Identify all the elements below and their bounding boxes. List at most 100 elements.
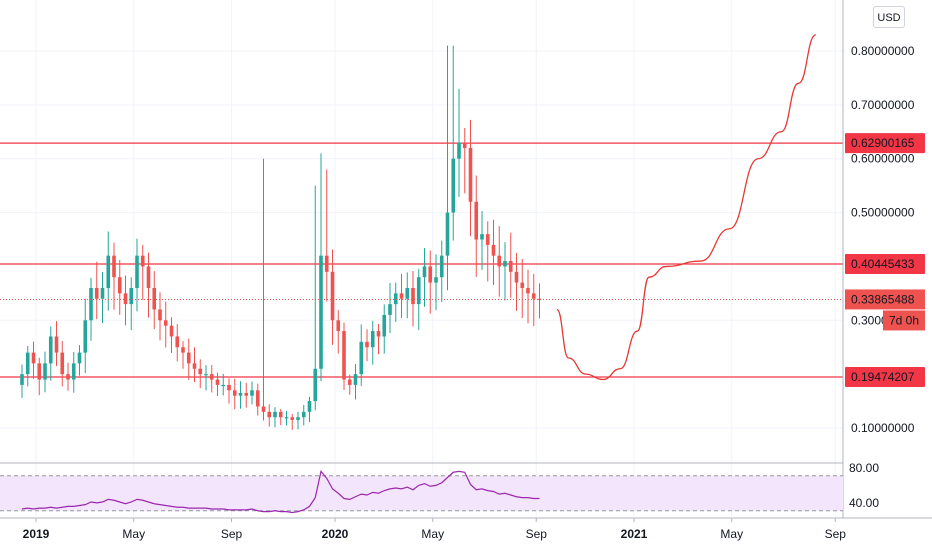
candle-body <box>48 336 53 364</box>
candle <box>112 242 116 310</box>
candle <box>537 283 542 319</box>
candle <box>422 248 427 307</box>
candle <box>117 259 122 315</box>
candle <box>48 326 53 381</box>
rsi-tick-label: 40.00 <box>849 496 879 510</box>
candle <box>428 250 433 314</box>
candle <box>290 414 295 430</box>
candle-body <box>89 287 93 321</box>
candle <box>330 249 335 345</box>
candle <box>261 158 266 421</box>
candle <box>411 270 415 327</box>
candle <box>66 362 70 391</box>
candle <box>301 404 306 426</box>
candle <box>267 404 272 427</box>
candle-body <box>319 255 323 369</box>
projection-curve <box>556 34 817 381</box>
candle-body <box>301 411 306 418</box>
candle-body <box>31 352 36 364</box>
candle-body <box>112 255 116 278</box>
candle <box>106 231 111 311</box>
candle <box>474 175 479 277</box>
candle <box>439 240 444 303</box>
candle-body <box>296 417 300 420</box>
time-tick-label: May <box>421 527 444 541</box>
candle-body <box>537 298 542 300</box>
grid-lines <box>0 0 843 517</box>
candle <box>94 261 99 320</box>
candle-body <box>255 390 260 407</box>
level-badge-label: 0.62900165 <box>851 136 915 150</box>
level-badge-bg <box>845 254 925 275</box>
candle-body <box>117 277 122 294</box>
candle-body <box>508 261 513 272</box>
price-tick-label: 0.80000000 <box>851 44 915 58</box>
current-price-label: 0.33865488 <box>851 292 915 306</box>
currency-button[interactable]: USD <box>873 6 905 28</box>
candle-body <box>20 374 24 385</box>
candle-body <box>376 331 381 337</box>
candle-body <box>158 309 162 321</box>
candle-body <box>347 379 352 385</box>
candle <box>520 258 525 319</box>
level-price-badge: 0.40445433 <box>845 254 925 275</box>
candle-body <box>468 147 473 202</box>
candle <box>462 127 467 194</box>
candle <box>77 345 82 376</box>
candle-body <box>434 277 438 283</box>
countdown-label: 7d 0h <box>889 313 919 327</box>
candle-body <box>370 331 375 348</box>
candle-body <box>324 255 329 272</box>
candle-body <box>37 363 42 380</box>
candle-body <box>439 255 444 278</box>
candle-body <box>209 374 214 380</box>
current-price-bg <box>845 289 925 310</box>
price-tick-label: 0.60000000 <box>851 152 915 166</box>
level-badge-label: 0.40445433 <box>851 257 915 271</box>
rsi-tick-label: 80.00 <box>849 461 879 475</box>
candle <box>71 351 76 393</box>
candle-body <box>54 336 59 353</box>
candle-body <box>232 390 237 396</box>
level-price-badge: 0.19474207 <box>845 366 925 387</box>
candle-body <box>152 287 157 310</box>
candle-body <box>491 244 496 256</box>
candle-body <box>503 261 507 267</box>
candle-body <box>451 158 456 213</box>
candle <box>232 378 237 410</box>
candle <box>370 320 375 365</box>
time-tick-label: 2021 <box>621 527 648 541</box>
candle-body <box>485 234 490 245</box>
candle <box>307 396 312 423</box>
candle-body <box>169 325 174 337</box>
candle-body <box>181 347 185 353</box>
candle <box>324 169 329 302</box>
candle <box>209 364 214 393</box>
candle <box>204 365 208 391</box>
candle-body <box>462 142 467 148</box>
candle <box>169 317 174 353</box>
candle <box>399 274 404 319</box>
candle <box>83 298 88 374</box>
candle <box>485 221 490 282</box>
candle <box>434 254 438 311</box>
level-badge-bg <box>845 366 925 387</box>
candle-body <box>284 417 289 419</box>
candle-body <box>514 271 519 283</box>
candle-body <box>359 341 364 375</box>
candle-body <box>290 417 295 420</box>
candle <box>192 347 197 383</box>
candle <box>100 272 105 324</box>
candle-body <box>94 287 99 299</box>
candle-body <box>146 266 151 288</box>
candle <box>342 322 346 390</box>
price-tick-label: 0.50000000 <box>851 206 915 220</box>
candle-body <box>175 336 180 348</box>
candle <box>146 252 151 318</box>
candle <box>365 329 369 362</box>
price-tick-label: 0.10000000 <box>851 421 915 435</box>
candle-body <box>405 287 410 299</box>
candle <box>60 340 65 387</box>
time-tick-label: Sep <box>221 527 243 541</box>
